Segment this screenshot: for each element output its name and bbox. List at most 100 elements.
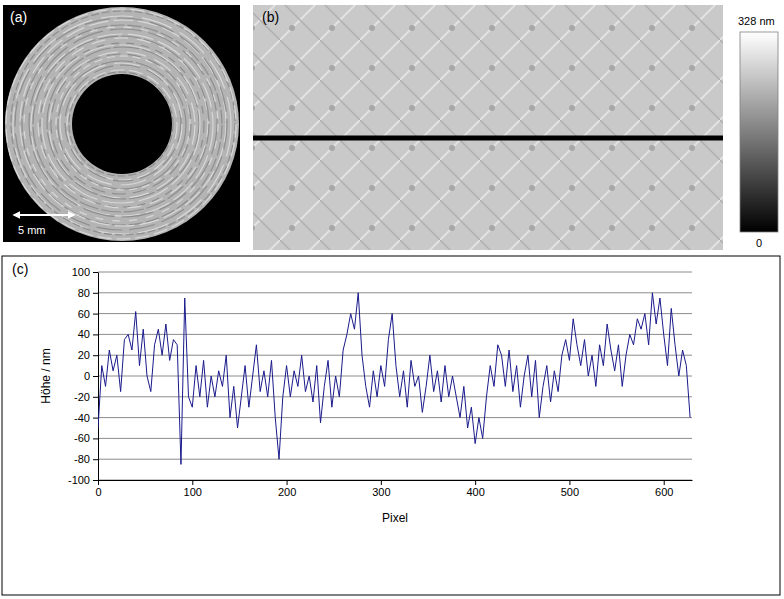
y-tick: -60: [74, 432, 98, 444]
x-axis-title: Pixel: [382, 511, 408, 525]
ring-texture: [31, 34, 213, 216]
panel-frame: [2, 256, 780, 595]
profile-line: [253, 136, 723, 141]
y-tick: 80: [78, 287, 98, 299]
panel-c: (c) -100 -80 -60 -40 -20 0 20 40 60 80 100 0 100 200 30…: [2, 256, 780, 595]
x-tick-mark: [475, 480, 476, 485]
ring-texture: [40, 43, 204, 207]
y-tick-label: 100: [72, 266, 90, 278]
y-tick-mark: [93, 272, 98, 273]
grid-line: [98, 438, 692, 439]
y-tick-label: 40: [78, 328, 90, 340]
grid-line: [98, 334, 692, 335]
profile-line: [98, 293, 690, 465]
x-tick-label: 400: [466, 486, 484, 498]
y-tick: 0: [84, 370, 98, 382]
x-tick-mark: [664, 480, 665, 485]
x-tick-label: 0: [95, 486, 101, 498]
ring-texture: [33, 36, 209, 212]
y-tick-mark: [93, 418, 98, 419]
y-tick: 60: [78, 308, 98, 320]
y-tick-mark: [93, 480, 98, 481]
y-tick-mark: [93, 355, 98, 356]
x-tick-mark: [569, 480, 570, 485]
grid-line: [98, 313, 692, 314]
x-tick-mark: [381, 480, 382, 485]
grid-line: [98, 417, 692, 418]
plot-area: [98, 293, 690, 465]
y-tick-label: -20: [74, 391, 90, 403]
x-tick: 300: [372, 480, 390, 498]
y-tick: -40: [74, 412, 98, 424]
ring-texture: [22, 25, 222, 225]
y-tick: -80: [74, 453, 98, 465]
y-tick-mark: [93, 459, 98, 460]
ring-hole: [72, 74, 172, 174]
y-tick-mark: [93, 397, 98, 398]
y-tick-mark: [93, 314, 98, 315]
scale-bar: [14, 214, 74, 216]
image-background: [3, 5, 240, 242]
y-axis-line: [98, 273, 99, 481]
x-tick: 200: [278, 480, 296, 498]
grid-line: [98, 272, 692, 273]
ring-texture: [56, 56, 190, 190]
y-tick: -100: [68, 474, 98, 486]
figure: (a)5 mm (b) 0 328 nm (c) -100 -80 -60 -40 -20 0 20 4…: [0, 0, 784, 599]
x-tick-mark: [98, 480, 99, 485]
panel-label: (c): [12, 261, 28, 277]
panel-a: (a)5 mm: [3, 5, 240, 242]
ring-texture: [6, 9, 236, 239]
x-tick: 0: [95, 480, 101, 498]
y-axis-title: Höhe / nm: [39, 348, 53, 403]
y-tick-mark: [93, 376, 98, 377]
y-tick-label: 20: [78, 349, 90, 361]
x-tick: 100: [184, 480, 202, 498]
x-tick-label: 300: [372, 486, 390, 498]
ring-texture: [13, 16, 231, 234]
ring-texture: [47, 47, 199, 199]
ring-texture: [60, 63, 182, 185]
grid: [98, 272, 692, 480]
x-tick-mark: [287, 480, 288, 485]
colorbar-tick-label: 328 nm: [738, 15, 775, 27]
ring-texture: [69, 72, 173, 176]
colorbar-tick-label: 0: [756, 237, 762, 249]
x-axis-line: [99, 480, 693, 481]
ring-texture: [58, 61, 186, 189]
y-tick-label: 60: [78, 308, 90, 320]
x-tick: 400: [466, 480, 484, 498]
grid-line: [98, 376, 692, 377]
ring-texture: [15, 18, 227, 230]
y-tick: 20: [78, 349, 98, 361]
grid-line: [98, 292, 692, 293]
grid-line: [98, 480, 692, 481]
y-axis: -100 -80 -60 -40 -20 0 20 40 60 80 100: [68, 266, 99, 486]
x-axis: 0 100 200 300 400 500 600: [95, 480, 692, 498]
y-tick-mark: [93, 293, 98, 294]
ring-texture: [24, 27, 218, 221]
x-tick-label: 500: [561, 486, 579, 498]
x-tick-label: 600: [655, 486, 673, 498]
x-tick-label: 100: [184, 486, 202, 498]
ring-texture: [65, 65, 181, 181]
x-tick-label: 200: [278, 486, 296, 498]
x-tick: 500: [561, 480, 579, 498]
x-tick-mark: [192, 480, 193, 485]
y-tick-label: -100: [68, 474, 90, 486]
grid-line: [98, 459, 692, 460]
ring-texture: [11, 11, 235, 235]
y-tick-label: 80: [78, 287, 90, 299]
y-tick: 40: [78, 328, 98, 340]
panel-b: (b) 0 328 nm: [253, 5, 778, 250]
panel-label: (b): [262, 9, 279, 25]
y-tick-label: 0: [84, 370, 90, 382]
ring-texture: [38, 38, 208, 208]
y-tick: -20: [74, 391, 98, 403]
ring-texture: [67, 70, 177, 180]
panel-label: (a): [10, 9, 27, 25]
y-tick-mark: [93, 438, 98, 439]
x-tick: 600: [655, 480, 673, 498]
y-tick-mark: [93, 334, 98, 335]
ring: [5, 7, 239, 241]
